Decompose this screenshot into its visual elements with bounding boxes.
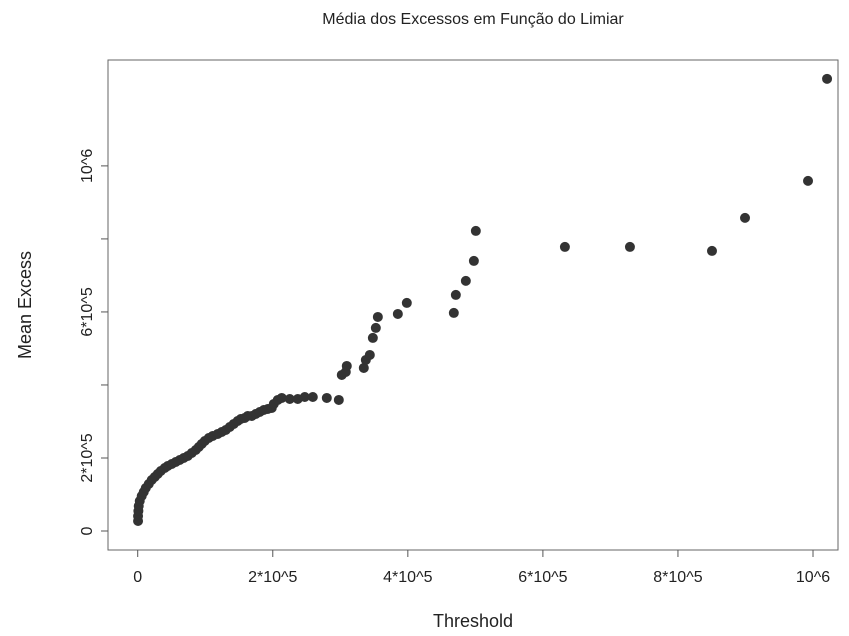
point (450, 289, 461, 300)
point (468, 255, 479, 266)
y-axis-label: Mean Excess (15, 251, 35, 359)
x-axis-label: Threshold (433, 611, 513, 631)
point (321, 392, 332, 403)
point (370, 322, 381, 333)
point (448, 307, 459, 318)
point (333, 394, 344, 405)
point (392, 308, 403, 319)
point (822, 73, 833, 84)
point (460, 275, 471, 286)
point (706, 245, 717, 256)
point (401, 297, 412, 308)
x-tick-label: 0 (133, 569, 142, 586)
point (341, 360, 352, 371)
chart-title: Média dos Excessos em Função do Limiar (322, 11, 624, 28)
x-tick-label: 10^6 (796, 569, 830, 586)
x-tick-label: 8*10^5 (653, 569, 702, 586)
point (803, 175, 814, 186)
point (307, 391, 318, 402)
plot-frame (107, 59, 839, 551)
y-tick-label: 0 (79, 526, 96, 535)
point (358, 362, 369, 373)
point (470, 225, 481, 236)
y-tick-label: 10^6 (79, 149, 96, 183)
point (299, 391, 310, 402)
point (559, 241, 570, 252)
y-tick-label: 2*10^5 (79, 433, 96, 482)
point (740, 212, 751, 223)
point (276, 392, 287, 403)
x-tick-label: 4*10^5 (383, 569, 432, 586)
x-tick-label: 6*10^5 (518, 569, 567, 586)
point (364, 349, 375, 360)
point (367, 332, 378, 343)
x-tick-label: 2*10^5 (248, 569, 297, 586)
point (284, 393, 295, 404)
point (372, 311, 383, 322)
y-tick-label: 6*10^5 (79, 287, 96, 336)
point (624, 241, 635, 252)
